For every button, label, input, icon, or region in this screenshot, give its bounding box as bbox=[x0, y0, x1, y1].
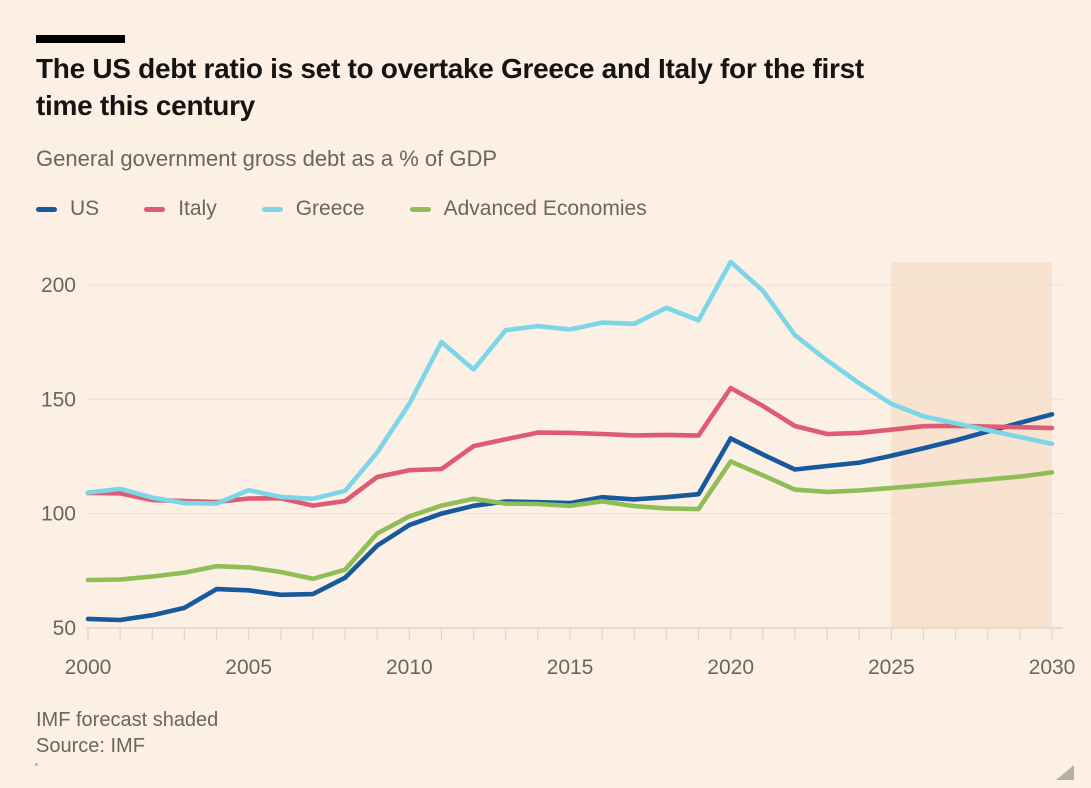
series-line-advanced-economies bbox=[85, 459, 1055, 583]
resize-handle-icon[interactable] bbox=[1056, 765, 1074, 780]
y-tick-label: 50 bbox=[53, 617, 76, 640]
x-tick-label: 2020 bbox=[707, 656, 754, 679]
legend-label: US bbox=[70, 197, 100, 220]
series-line-us bbox=[85, 411, 1055, 623]
x-tick-label: 2025 bbox=[868, 656, 915, 679]
legend-label: Greece bbox=[295, 197, 365, 220]
legend-swatch-italy bbox=[144, 206, 166, 212]
y-tick-label: 100 bbox=[41, 503, 76, 526]
chart-title: The US debt ratio is set to overtake Gre… bbox=[36, 50, 996, 124]
legend-item-us: US bbox=[36, 197, 99, 221]
legend-swatch-us bbox=[36, 206, 57, 212]
legend-swatch-greece bbox=[261, 206, 283, 212]
x-tick-label: 2010 bbox=[386, 656, 433, 679]
legend-label: Italy bbox=[178, 197, 217, 220]
legend: US Italy Greece Advanced Economies bbox=[36, 197, 647, 221]
forecast-shade-region bbox=[891, 262, 1052, 628]
x-tick-label: 2030 bbox=[1029, 656, 1076, 679]
chart-title-line1: The US debt ratio is set to overtake Gre… bbox=[36, 53, 864, 84]
artifact-dot bbox=[35, 763, 38, 766]
legend-swatch-advanced-economies bbox=[409, 206, 431, 212]
legend-item-advanced-economies: Advanced Economies bbox=[409, 197, 647, 221]
chart-subtitle: General government gross debt as a % of … bbox=[36, 146, 498, 171]
legend-label: Advanced Economies bbox=[443, 197, 647, 220]
chart-title-line2: time this century bbox=[36, 90, 255, 121]
series-line-italy bbox=[85, 385, 1055, 508]
forecast-note: IMF forecast shaded bbox=[36, 709, 219, 731]
legend-item-italy: Italy bbox=[144, 197, 217, 221]
series-line-greece bbox=[85, 259, 1055, 506]
x-tick-label: 2005 bbox=[225, 656, 272, 679]
accent-bar bbox=[36, 35, 125, 43]
source-note: Source: IMF bbox=[36, 735, 145, 757]
legend-item-greece: Greece bbox=[261, 197, 365, 221]
x-tick-label: 2015 bbox=[547, 656, 594, 679]
y-tick-label: 150 bbox=[41, 388, 76, 411]
x-tick-label: 2000 bbox=[65, 656, 112, 679]
y-tick-label: 200 bbox=[41, 274, 76, 297]
